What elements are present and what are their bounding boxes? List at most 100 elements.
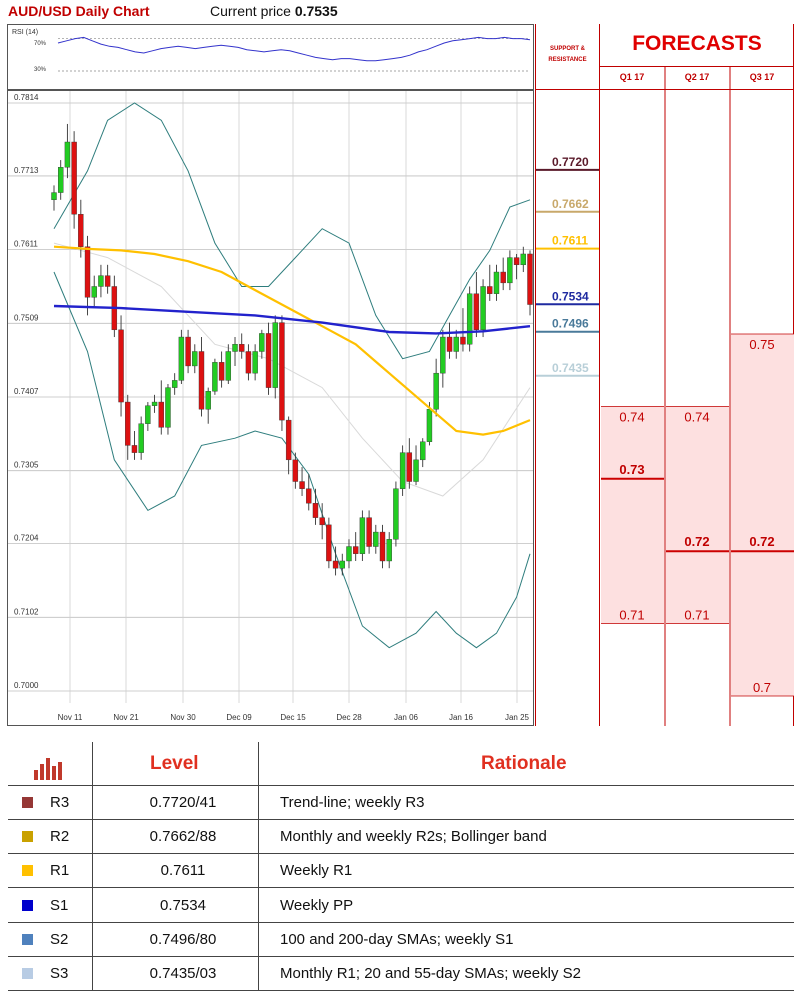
rsi-line	[57, 36, 531, 62]
level-name: S3	[50, 965, 69, 982]
forecast-low-label: 0.71	[684, 608, 709, 623]
candle	[379, 524, 386, 569]
forecast-range-box	[601, 406, 664, 624]
candle	[393, 481, 399, 547]
candle	[212, 358, 218, 395]
quarter-label-q3: Q3 17	[749, 72, 775, 82]
forecast-high-label: 0.74	[619, 409, 644, 424]
rsi-tick-30: 30%	[34, 67, 47, 73]
x-tick-label: Dec 28	[336, 713, 362, 722]
rsi-label: RSI (14)	[12, 29, 39, 36]
level-value: 0.7435/03	[149, 965, 217, 982]
sr-level-label: 0.7611	[552, 234, 588, 248]
y-tick-label: 0.7102	[14, 607, 39, 616]
candle	[171, 373, 178, 395]
candle	[453, 329, 459, 359]
forecast-high-label: 0.74	[684, 409, 709, 424]
candle	[520, 246, 526, 273]
sr-level-label: 0.7435	[552, 361, 589, 375]
x-tick-label: Jan 06	[394, 713, 419, 722]
level-color-swatch	[22, 797, 33, 808]
candle	[326, 517, 332, 569]
sma-yellow-line	[53, 245, 531, 436]
header-rationale: Rationale	[481, 753, 567, 774]
candle	[433, 358, 439, 417]
candle	[312, 488, 319, 525]
candle	[265, 322, 272, 395]
level-name: R1	[50, 862, 70, 880]
level-color-swatch	[22, 865, 33, 877]
candle	[178, 329, 185, 384]
level-name: S1	[50, 896, 69, 914]
candle	[513, 253, 520, 280]
table-divider-2	[258, 742, 259, 990]
rsi-panel: RSI (14) 70% 30%	[7, 24, 534, 90]
forecast-mid-label: 0.72	[749, 534, 774, 549]
candle	[346, 539, 352, 569]
level-color-swatch	[22, 933, 33, 945]
candle	[91, 275, 97, 309]
candle	[252, 344, 258, 381]
candle	[198, 337, 205, 417]
candle	[466, 286, 473, 352]
candle	[460, 308, 466, 352]
level-rationale: Weekly PP	[280, 896, 354, 914]
current-price-value: 0.7535	[294, 3, 338, 19]
y-tick-label: 0.7204	[14, 534, 39, 543]
level-color-swatch	[22, 899, 33, 911]
candle	[64, 123, 71, 179]
candle	[158, 380, 164, 435]
price-chart: 0.7814 0.7713 0.7611 0.7509 0.7407 0.7305 0.72…	[8, 91, 533, 722]
level-name: R3	[50, 794, 70, 811]
candle	[205, 387, 211, 424]
table-row: R3 0.7720/41 Trend-line; weekly R3	[8, 786, 794, 820]
candle	[118, 315, 124, 417]
candle	[339, 553, 345, 576]
table-row: R1 0.7611 Weekly R1	[8, 854, 794, 889]
candle	[285, 416, 292, 475]
candle	[473, 272, 480, 338]
x-tick-label: Dec 15	[280, 713, 306, 722]
table-row: S3 0.7435/03 Monthly R1; 20 and 55-day SMA…	[8, 957, 794, 991]
level-value: 0.7720/41	[149, 794, 217, 811]
x-tick-label: Jan 25	[505, 713, 530, 722]
table-header-row: Level Rationale	[8, 742, 794, 786]
candle	[319, 503, 325, 540]
candle	[413, 445, 419, 486]
x-tick-label: Nov 21	[113, 713, 139, 722]
candle	[386, 532, 392, 569]
sr-level-label: 0.7496	[552, 317, 589, 331]
candle	[185, 329, 191, 374]
table-row: S1 0.7534 Weekly PP	[8, 889, 794, 923]
level-name: R2	[50, 828, 70, 846]
sr-level-label: 0.7662	[552, 197, 589, 211]
forecast-low-label: 0.7	[753, 680, 771, 695]
candle	[259, 329, 265, 359]
table-row: S2 0.7496/80 100 and 200-day SMAs; weekly …	[8, 923, 794, 957]
candle	[373, 524, 379, 554]
bar-chart-icon	[34, 758, 62, 780]
current-price: Current price 0.7535	[210, 3, 338, 19]
level-rationale: Monthly R1; 20 and 55-day SMAs; weekly S…	[280, 965, 581, 982]
x-tick-label: Nov 11	[58, 713, 83, 722]
candle	[125, 394, 131, 460]
forecasts-quarter-header: Q1 17 Q2 17 Q3 17	[600, 66, 794, 90]
level-color-swatch	[22, 968, 33, 979]
candle	[406, 438, 413, 489]
candle	[299, 467, 305, 496]
candle	[239, 333, 245, 359]
level-rationale: 100 and 200-day SMAs; weekly S1	[280, 930, 514, 948]
candle	[145, 402, 151, 431]
level-value: 0.7534	[160, 896, 206, 914]
chart-title: AUD/USD Daily Chart	[8, 3, 150, 19]
level-value: 0.7496/80	[149, 930, 217, 948]
y-tick-label: 0.7814	[14, 93, 39, 102]
bollinger-lower-band	[53, 271, 531, 649]
forecasts-title: FORECASTS	[632, 32, 762, 55]
sr-heading: SUPPORT & RESISTANCE	[535, 24, 600, 90]
candle	[500, 257, 506, 291]
price-chart-panel: 0.7814 0.7713 0.7611 0.7509 0.7407 0.7305 0.72…	[7, 90, 534, 726]
level-rationale: Monthly and weekly R2s; Bollinger band	[280, 828, 547, 846]
candle	[366, 510, 372, 554]
sr-heading-line1: SUPPORT &	[549, 46, 585, 52]
